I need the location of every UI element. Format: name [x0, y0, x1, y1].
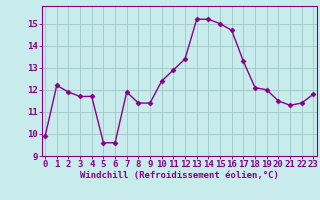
X-axis label: Windchill (Refroidissement éolien,°C): Windchill (Refroidissement éolien,°C)	[80, 171, 279, 180]
